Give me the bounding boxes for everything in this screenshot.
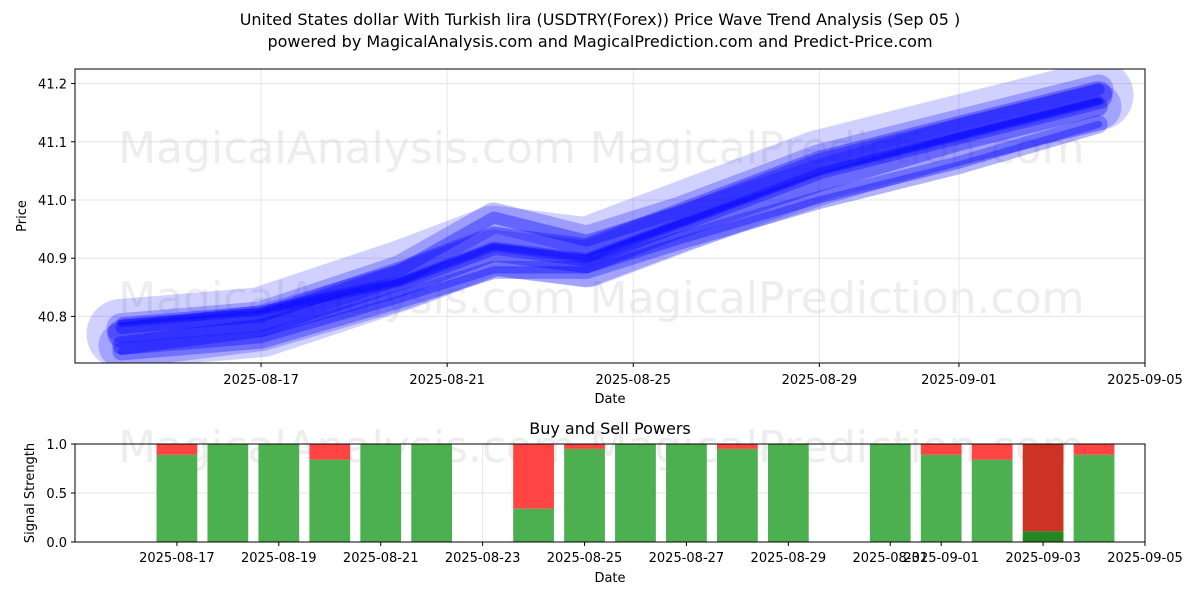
buy-bar [767,444,809,542]
buy-bar [309,459,351,542]
buy-bar [156,454,198,542]
buy-bar [258,444,300,542]
buy-bar [920,454,962,542]
watermark-text: MagicalPrediction.com [590,273,1085,324]
buy-bar [615,444,656,542]
sell-bar [971,444,1013,460]
sell-bar [513,444,554,509]
wave-series-line [98,83,1122,363]
buy-bar [360,444,402,542]
y-tick-label: 41.1 [38,136,67,151]
wave-series-line [115,83,1105,335]
x-tick-label: 2025-08-21 [343,551,419,566]
wave-group [86,69,1134,363]
chart-subtitle: powered by MagicalAnalysis.com and Magic… [267,32,933,51]
watermark-text: MagicalPrediction.com [590,123,1085,174]
sell-bar [717,444,758,449]
x-tick-label: 2025-08-23 [445,551,521,566]
x-tick-label: 2025-08-17 [139,551,215,566]
wave-series-line [112,115,1108,361]
buy-bar [666,444,707,542]
y-tick-label: 40.9 [38,252,67,267]
watermark-text: MagicalAnalysis.com [118,273,576,324]
buy-bar [717,448,758,542]
x-tick-label: 2025-08-17 [223,373,299,388]
x-tick-label: 2025-08-25 [595,373,671,388]
chart-title: United States dollar With Turkish lira (… [239,10,961,29]
y-tick-label: 41.2 [38,78,67,93]
x-tick-label: 2025-08-19 [241,551,317,566]
subchart-title: Buy and Sell Powers [529,419,691,438]
x-tick-label: 2025-08-25 [547,551,623,566]
buy-bar [971,459,1013,542]
x-tick-label: 2025-08-29 [751,551,827,566]
x-tick-label: 2025-09-05 [1107,373,1183,388]
y-axis-label: Price [15,200,30,232]
sell-bar [1022,444,1064,532]
x-tick-label: 2025-08-27 [649,551,725,566]
x-tick-label: 2025-08-21 [409,373,485,388]
watermark-text: MagicalAnalysis.com [118,123,576,174]
sell-bar [1073,444,1115,455]
sell-bar [564,444,605,449]
wave-series-line [117,120,1103,355]
x-tick-label: 2025-09-01 [921,373,997,388]
y-tick-label: 40.8 [38,310,67,325]
buy-bar [207,444,249,542]
buy-bar [411,444,453,542]
x-tick-label: 2025-09-01 [903,551,979,566]
buy-bar [513,508,554,542]
buy-bar [564,448,605,542]
x-axis-label: Date [594,392,625,407]
x-tick-label: 2025-08-29 [782,373,858,388]
wave-series-line [116,96,1104,328]
sell-bar [309,444,351,460]
y-tick-label: 0.5 [46,487,67,502]
wave-series-line [112,97,1108,355]
x-tick-label: 2025-09-03 [1005,551,1081,566]
buy-bar [1073,454,1115,542]
y-tick-label: 0.0 [46,536,67,551]
sell-bar [156,444,198,455]
buy-bar [1022,531,1064,542]
x-axis-label: Date [594,571,625,586]
wave-series-line [86,69,1134,363]
x-tick-label: 2025-09-05 [1107,551,1183,566]
y-tick-label: 1.0 [46,438,67,453]
buy-bar [869,444,911,542]
y-axis-label: Signal Strength [23,443,38,543]
plot-frame [74,68,1146,364]
wave-series-line [107,81,1113,348]
x-tick-label: 2025-08-31 [852,551,928,566]
sell-bar [920,444,962,455]
wave-series-line [118,98,1102,326]
wave-series-line [106,74,1114,344]
y-tick-label: 41.0 [38,194,67,209]
